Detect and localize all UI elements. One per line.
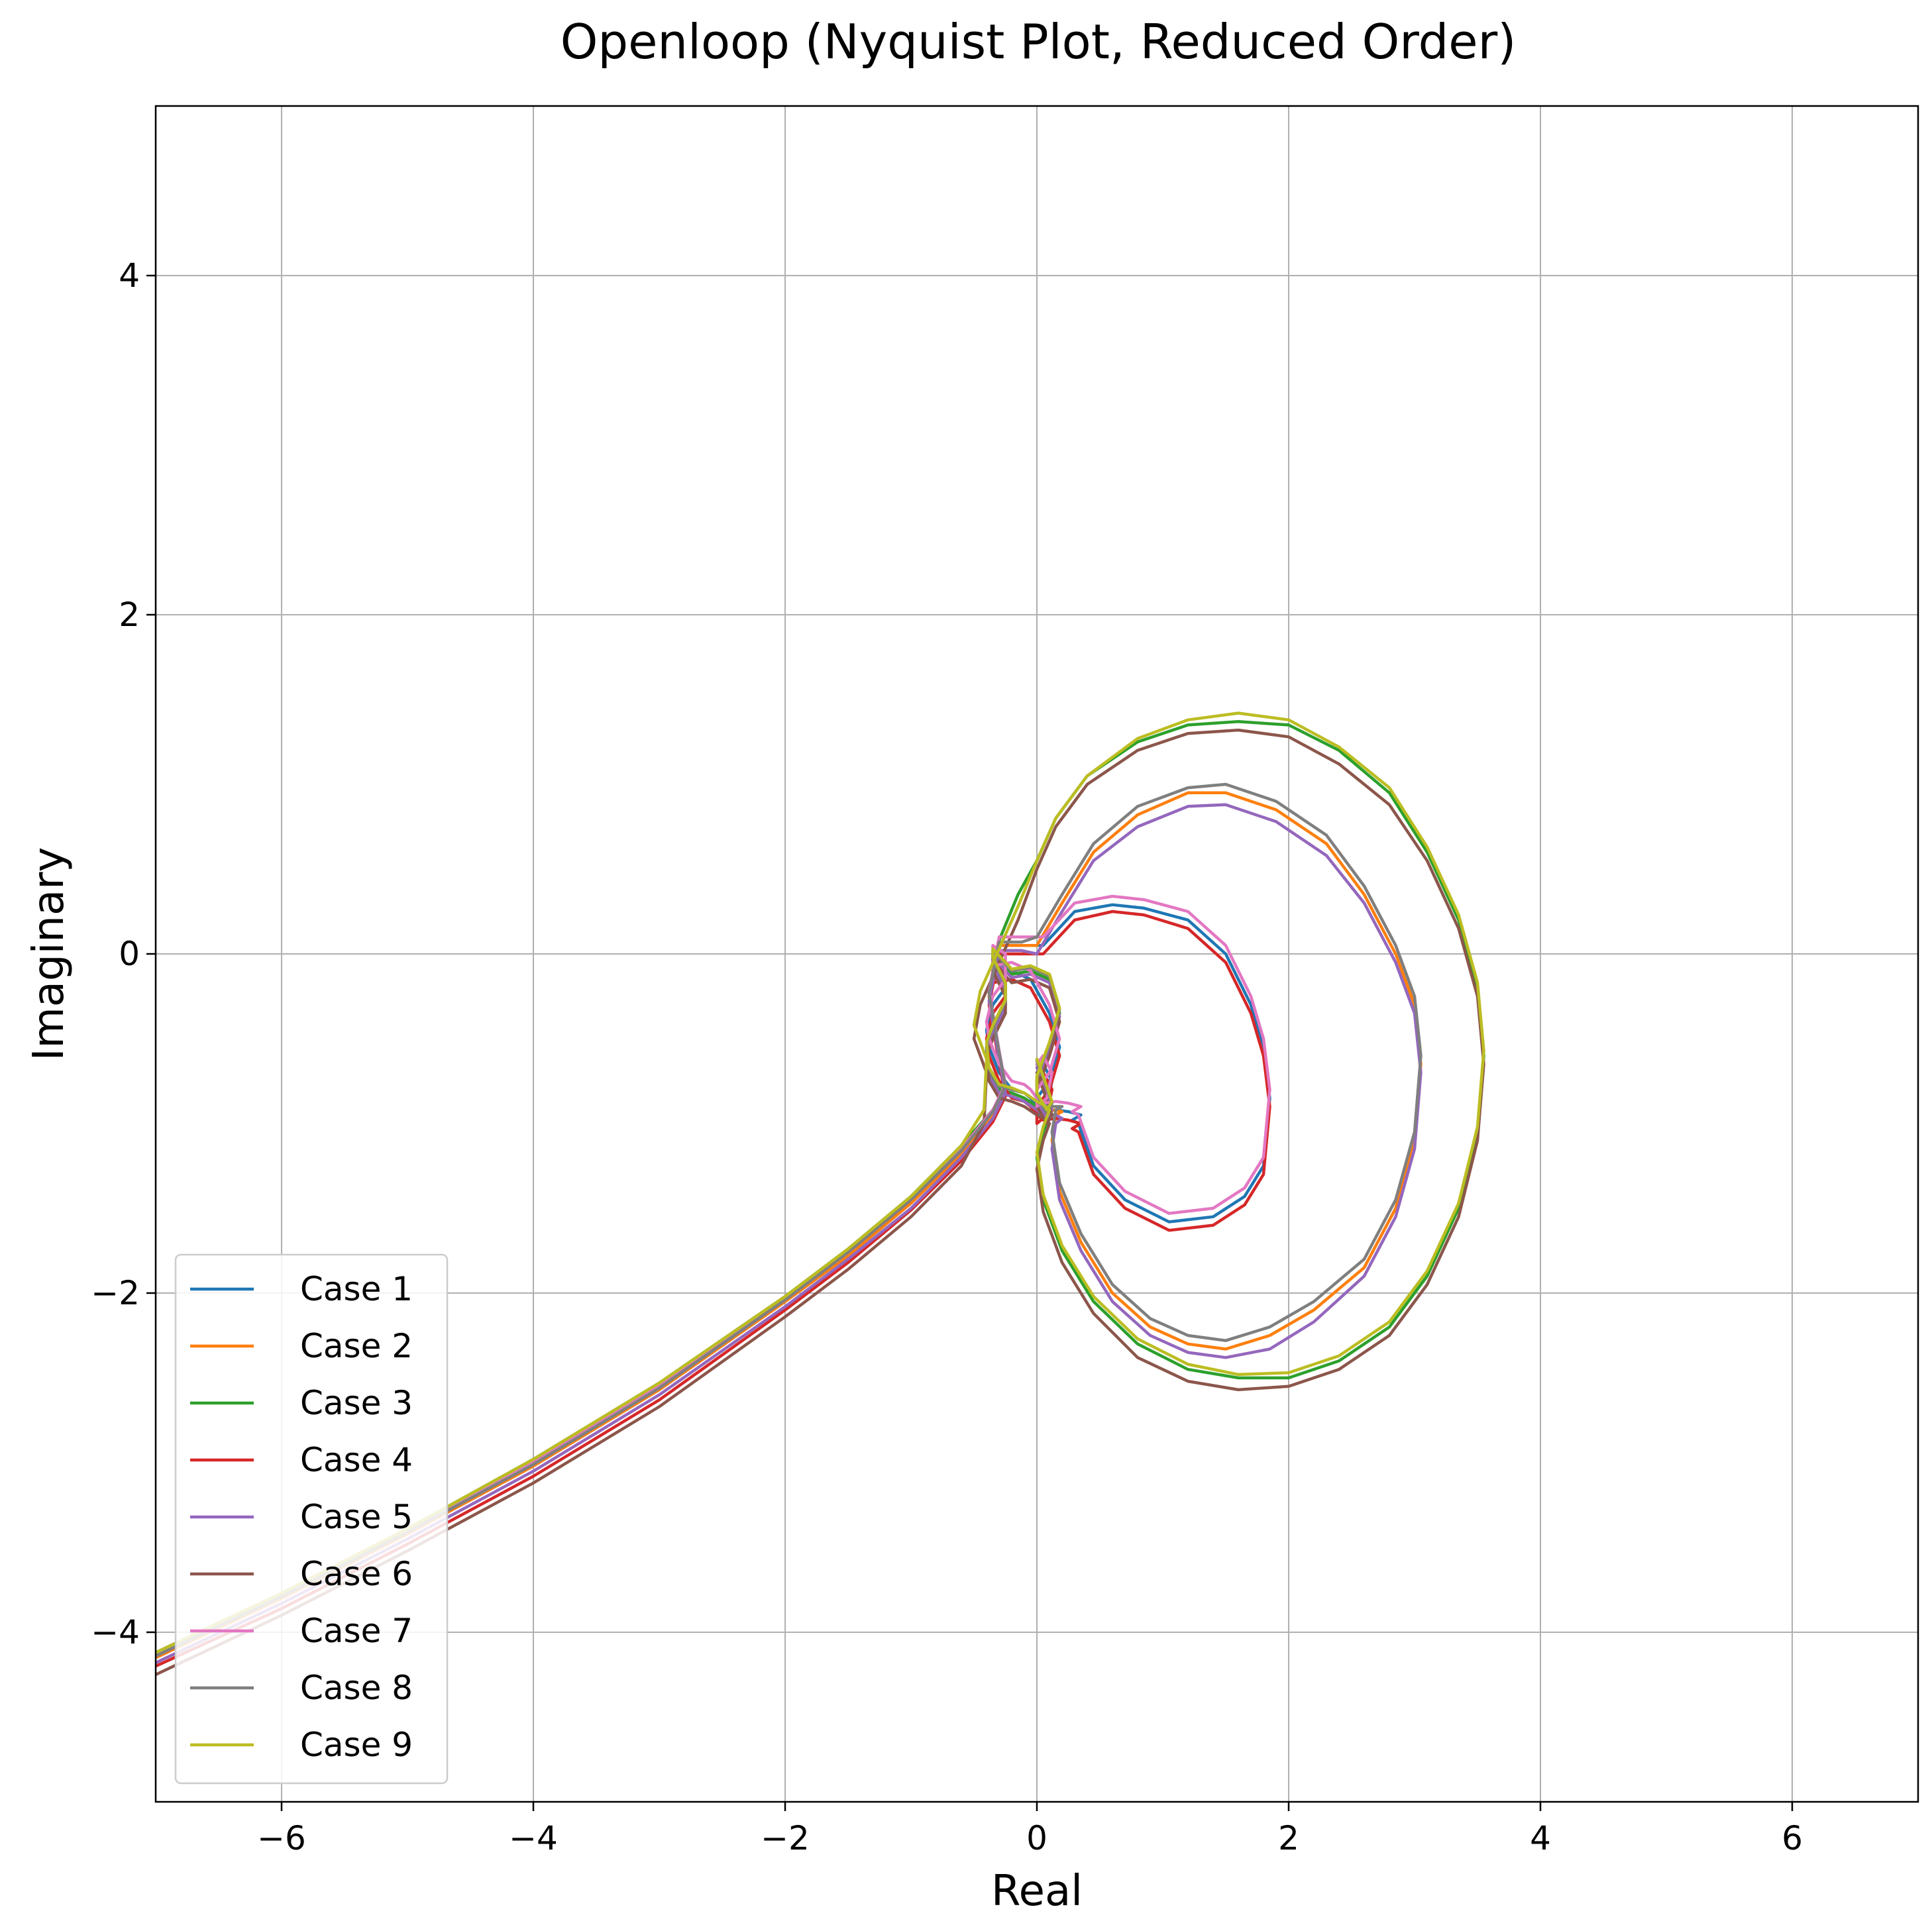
series-line-case-9 — [156, 711, 1485, 1654]
x-tick-label: 2 — [1278, 1819, 1299, 1857]
y-tick-label: 2 — [119, 596, 140, 634]
legend-label: Case 5 — [300, 1498, 413, 1536]
y-tick-label: −4 — [91, 1613, 140, 1651]
legend: Case 1 Case 2 Case 3 Case 4 Case 5 Case 6 Case… — [174, 1253, 449, 1785]
legend-label: Case 4 — [300, 1441, 413, 1479]
x-tick-label: 6 — [1782, 1819, 1803, 1857]
grid — [156, 106, 1918, 1802]
x-tick-label: −4 — [509, 1819, 558, 1857]
legend-label: Case 9 — [300, 1726, 413, 1764]
legend-label: Case 3 — [300, 1384, 413, 1422]
legend-label: Case 6 — [300, 1555, 413, 1593]
y-tick-label: −2 — [91, 1274, 140, 1312]
y-tick-label: 4 — [119, 256, 140, 295]
legend-label: Case 1 — [300, 1270, 413, 1308]
legend-label: Case 2 — [300, 1327, 413, 1365]
x-tick-label: −2 — [761, 1819, 810, 1857]
legend-box — [174, 1253, 449, 1785]
x-tick-label: 0 — [1026, 1819, 1047, 1857]
y-axis-label: Imaginary — [25, 847, 74, 1061]
chart-title: Openloop (Nyquist Plot, Reduced Order) — [561, 14, 1517, 70]
legend-label: Case 8 — [300, 1669, 413, 1707]
x-tick-label: −6 — [257, 1819, 306, 1857]
x-tick-label: 4 — [1530, 1819, 1551, 1857]
legend-label: Case 7 — [300, 1612, 413, 1650]
x-axis-label: Real — [991, 1867, 1083, 1916]
ticks: −6 −4 −2 0 2 4 6 −4 −2 0 2 4 — [91, 256, 1803, 1857]
y-tick-label: 0 — [119, 935, 140, 973]
series-lines — [156, 711, 1485, 1677]
